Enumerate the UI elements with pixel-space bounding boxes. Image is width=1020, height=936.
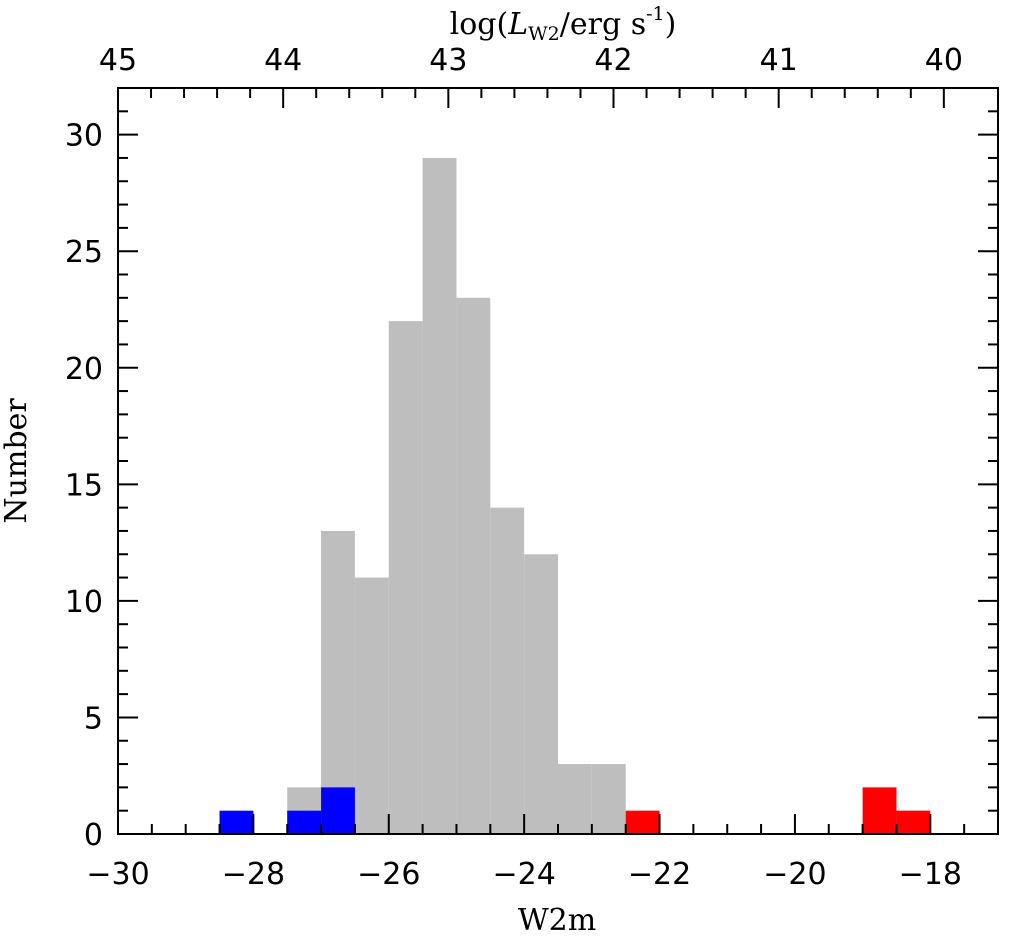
x-tick-label-2: −26 — [357, 857, 420, 892]
y-tick-label-0: 0 — [84, 818, 103, 853]
x-tick-label-4: −22 — [628, 857, 691, 892]
x-tick-label-5: −20 — [763, 857, 826, 892]
y-tick-label-6: 30 — [65, 119, 103, 154]
top-axis-title: log(LW2/erg s-1) — [450, 3, 677, 45]
top-tick-label-4: 41 — [760, 43, 798, 78]
bar-all-8 — [558, 764, 592, 834]
x-tick-label-3: −24 — [492, 857, 555, 892]
bar-all-4 — [422, 157, 457, 834]
plot-frame — [117, 87, 999, 835]
bar-faint-0 — [625, 810, 660, 834]
y-tick-label-3: 15 — [65, 468, 103, 503]
tick-labels-layer: −30 −28 −26 −24 −22 −20 −18 0 5 10 15 20 25 30 45 44 43 4… — [65, 43, 963, 892]
bar-all-2 — [354, 577, 389, 834]
bar-all-7 — [524, 554, 558, 834]
bar-faint-2 — [896, 810, 931, 834]
bar-all-5 — [456, 297, 491, 834]
y-tick-label-1: 5 — [84, 701, 103, 736]
bar-all-9 — [591, 764, 626, 834]
top-tick-label-0: 45 — [99, 43, 137, 78]
top-axis-title-prefix: log( — [450, 7, 509, 42]
bar-all-6 — [490, 507, 525, 834]
bar-bright-2 — [321, 787, 355, 834]
top-tick-label-2: 43 — [429, 43, 467, 78]
top-tick-label-1: 44 — [264, 43, 302, 78]
y-tick-label-5: 25 — [65, 235, 103, 270]
bar-all-1 — [321, 530, 355, 834]
y-tick-label-2: 10 — [65, 585, 103, 620]
bar-bright-0 — [219, 810, 254, 834]
x-tick-label-6: −18 — [899, 857, 962, 892]
x-tick-label-0: −30 — [86, 857, 149, 892]
top-axis-title-italic: L — [507, 7, 528, 42]
bars-layer — [219, 157, 931, 834]
y-axis-title: Number — [0, 398, 34, 524]
top-tick-label-5: 40 — [925, 43, 963, 78]
top-axis-title-middle: /erg s — [560, 7, 646, 42]
ticks-layer — [117, 87, 999, 835]
bar-bright-1 — [287, 810, 322, 834]
bar-all-3 — [388, 321, 423, 834]
top-axis-title-suffix: ) — [665, 7, 677, 42]
top-axis-title-superscript: -1 — [646, 3, 665, 25]
bar-faint-1 — [862, 787, 897, 834]
top-tick-label-3: 42 — [594, 43, 632, 78]
x-axis-title: W2m — [518, 903, 596, 936]
top-axis-title-subscript: W2 — [528, 23, 560, 45]
x-tick-label-1: −28 — [222, 857, 285, 892]
y-tick-label-4: 20 — [65, 352, 103, 387]
